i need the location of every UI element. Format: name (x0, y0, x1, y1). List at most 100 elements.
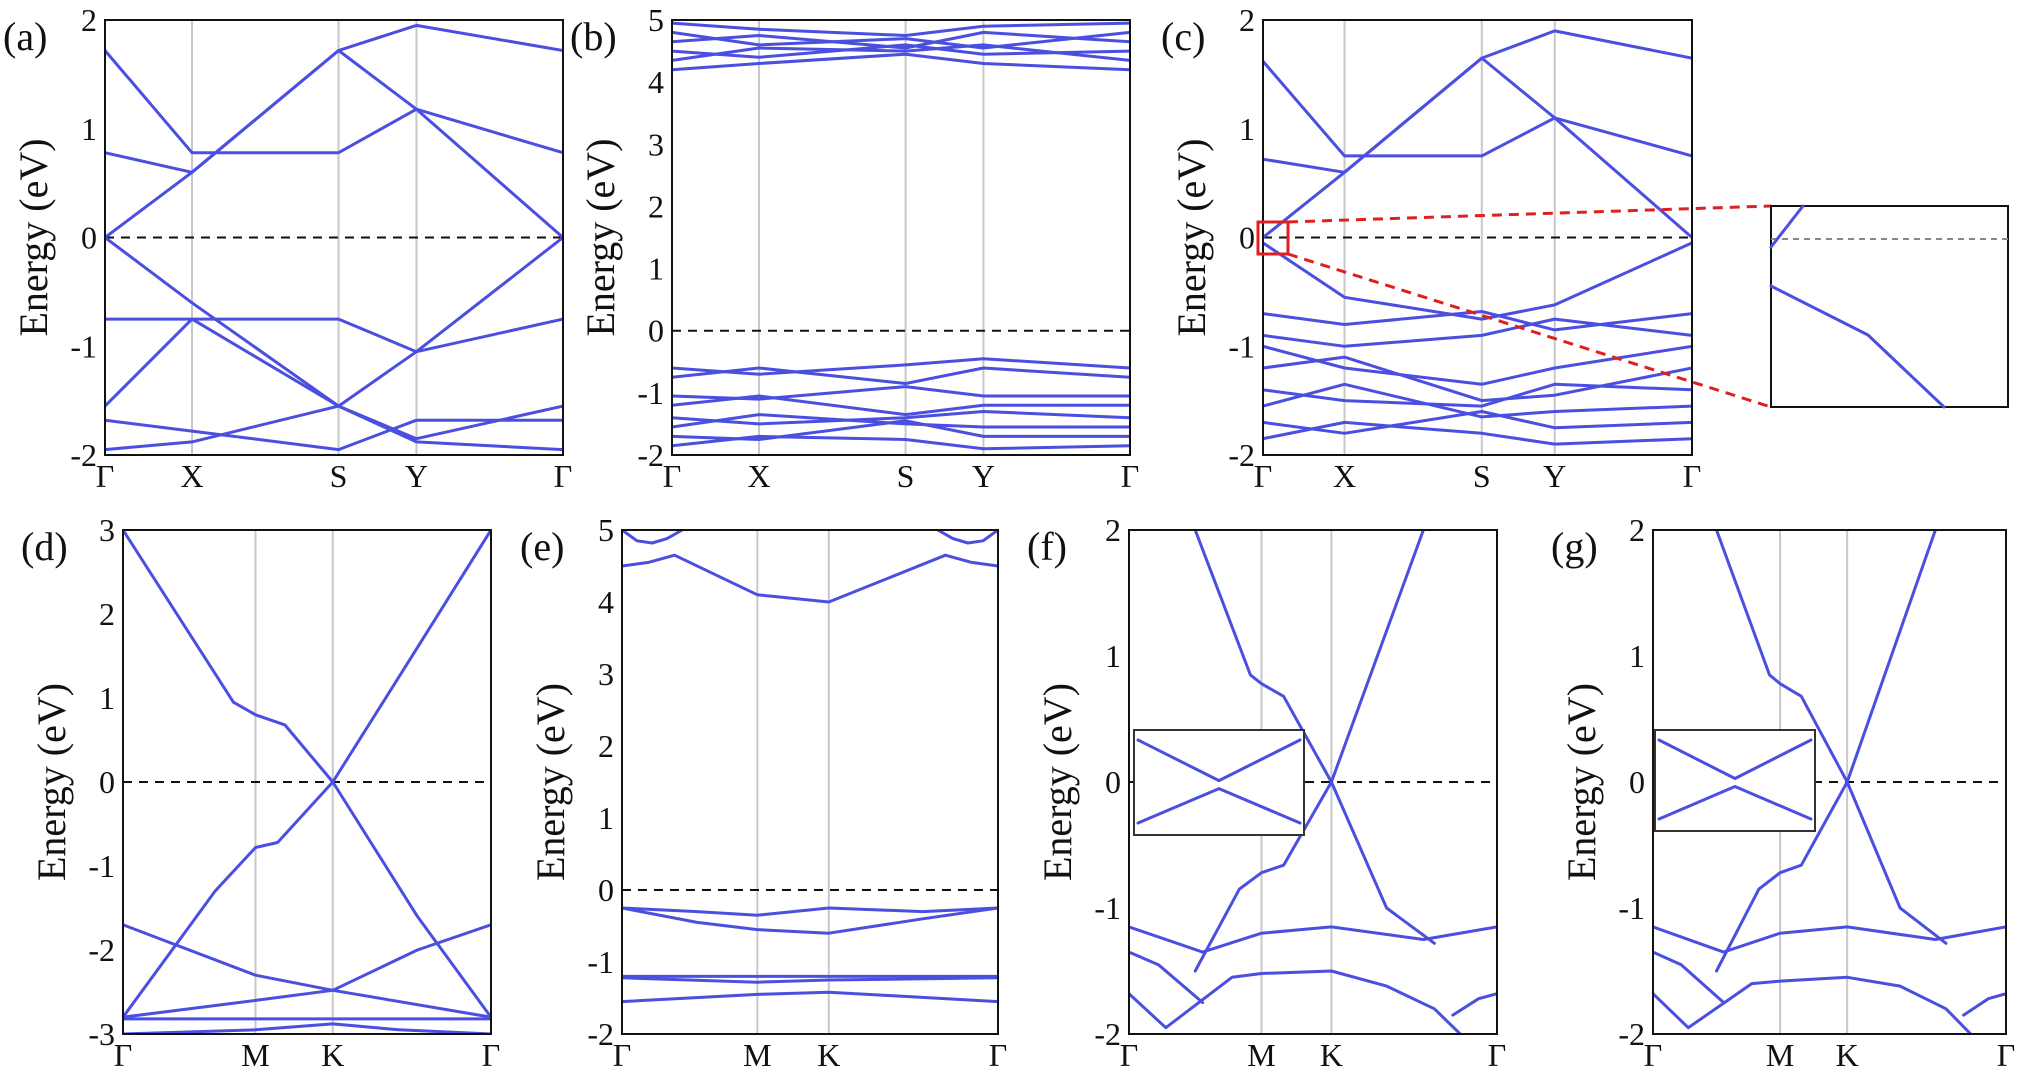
plot-frame (621, 529, 999, 1035)
y-tick-label: 1 (81, 111, 97, 147)
dirac-inset-frame (1133, 729, 1305, 836)
y-tick-label: 0 (648, 313, 664, 349)
kpoint-label: Y (972, 458, 995, 494)
panel-c: 2 1 0 -1 -2 Energy (eV) Γ X S Y Γ (c) (1161, 2, 1701, 494)
y-tick-label: 1 (1105, 638, 1121, 674)
kpoint-label: S (897, 458, 915, 494)
kpoint-label: M (241, 1037, 269, 1073)
y-tick-label: 0 (81, 220, 97, 256)
band-line (1263, 56, 1692, 239)
y-tick-label: -1 (1618, 890, 1645, 926)
y-tick-label: 2 (648, 188, 664, 224)
kpoint-label: K (1836, 1037, 1859, 1073)
plot-frame (1652, 529, 2007, 1035)
y-tick-label: -2 (637, 437, 664, 473)
y-tick-label: 1 (99, 680, 115, 716)
band-line (1715, 530, 1937, 784)
band-line (105, 236, 563, 408)
y-axis-label: Energy (eV) (1559, 683, 1604, 881)
kpoint-label: X (180, 458, 203, 494)
kpoint-label: X (747, 458, 770, 494)
band-line (672, 21, 1130, 37)
kpoint-label: K (817, 1037, 840, 1073)
band-line (123, 988, 491, 1019)
band-line (672, 366, 1130, 385)
kpoint-label: M (1247, 1037, 1275, 1073)
y-tick-label: 1 (1239, 111, 1255, 147)
band-line (672, 413, 1130, 429)
y-tick-label: 4 (598, 584, 614, 620)
y-axis-label: Energy (eV) (29, 683, 74, 881)
y-tick-label: 1 (598, 800, 614, 836)
band-line (1657, 785, 1813, 821)
band-line (105, 49, 563, 155)
band-line (1653, 975, 1973, 1034)
y-tick-label: 1 (648, 251, 664, 287)
plot-frame (122, 529, 492, 1035)
band-line (1193, 780, 1436, 973)
band-line (622, 530, 684, 545)
y-tick-label: 3 (598, 656, 614, 692)
band-line (1136, 738, 1302, 783)
band-line (105, 404, 563, 452)
panel-label: (g) (1551, 524, 1598, 569)
band-line (1263, 410, 1692, 435)
y-tick-label: 3 (648, 126, 664, 162)
y-tick-label: 2 (99, 596, 115, 632)
band-line (1653, 950, 1726, 1004)
zoom-inset-c (1256, 204, 2009, 409)
band-line (936, 530, 998, 545)
y-tick-label: 2 (81, 2, 97, 38)
band-line (1263, 241, 1692, 321)
dirac-inset-g (1654, 729, 1816, 832)
panel-g: 2 1 0 -1 -2 Energy (eV) Γ M K Γ (g) (1551, 512, 2015, 1073)
y-tick-label: 5 (648, 2, 664, 38)
kpoint-label: Γ (613, 1037, 632, 1073)
plot-frame (1262, 19, 1693, 456)
plot-frame (1128, 529, 1498, 1035)
band-line (123, 923, 491, 992)
y-tick-label: -1 (1228, 328, 1255, 364)
band-line (1263, 317, 1692, 348)
kpoint-label: K (321, 1037, 344, 1073)
band-line (1193, 530, 1425, 784)
band-line (1263, 382, 1692, 408)
y-tick-label: -2 (587, 1016, 614, 1052)
band-line (1129, 925, 1497, 954)
zoom-inset-frame (1770, 205, 2009, 408)
band-line (1962, 992, 2006, 1017)
band-line (105, 317, 563, 354)
band-line (1129, 950, 1205, 1004)
kpoint-label: Γ (1254, 458, 1273, 494)
kpoint-label: Γ (1683, 458, 1702, 494)
band-line (672, 52, 1130, 72)
band-line (622, 553, 998, 604)
panel-label: (e) (520, 524, 564, 569)
kpoint-label: Γ (663, 458, 682, 494)
kpoint-label: S (1473, 458, 1491, 494)
band-line (105, 23, 563, 174)
band-line (622, 990, 998, 1004)
y-tick-label: 2 (598, 728, 614, 764)
panel-b: 5 4 3 2 1 0 -1 -2 Energy (eV) Γ X S Y Γ (b) (570, 2, 1139, 494)
band-line (1769, 204, 1805, 249)
kpoint-label: Γ (1121, 458, 1140, 494)
band-line (123, 1022, 491, 1034)
dirac-inset-frame (1654, 729, 1816, 832)
kpoint-label: Γ (1120, 1037, 1139, 1073)
kpoint-label: M (743, 1037, 771, 1073)
kpoint-label: Γ (482, 1037, 501, 1073)
y-tick-label: 1 (1629, 638, 1645, 674)
kpoint-label: Γ (1644, 1037, 1663, 1073)
band-line (622, 906, 998, 917)
y-tick-label: -1 (70, 328, 97, 364)
panel-label: (b) (570, 14, 617, 59)
kpoint-label: Γ (1997, 1037, 2016, 1073)
kpoint-label: Γ (554, 458, 573, 494)
band-line (123, 530, 491, 784)
y-tick-label: 2 (1105, 512, 1121, 548)
zoom-connector (1287, 252, 1772, 409)
band-line (672, 30, 1130, 50)
panel-label: (f) (1027, 524, 1067, 569)
panel-d: 3 2 1 0 -1 -2 -3 Energy (eV) Γ M K Γ (d) (21, 512, 500, 1073)
